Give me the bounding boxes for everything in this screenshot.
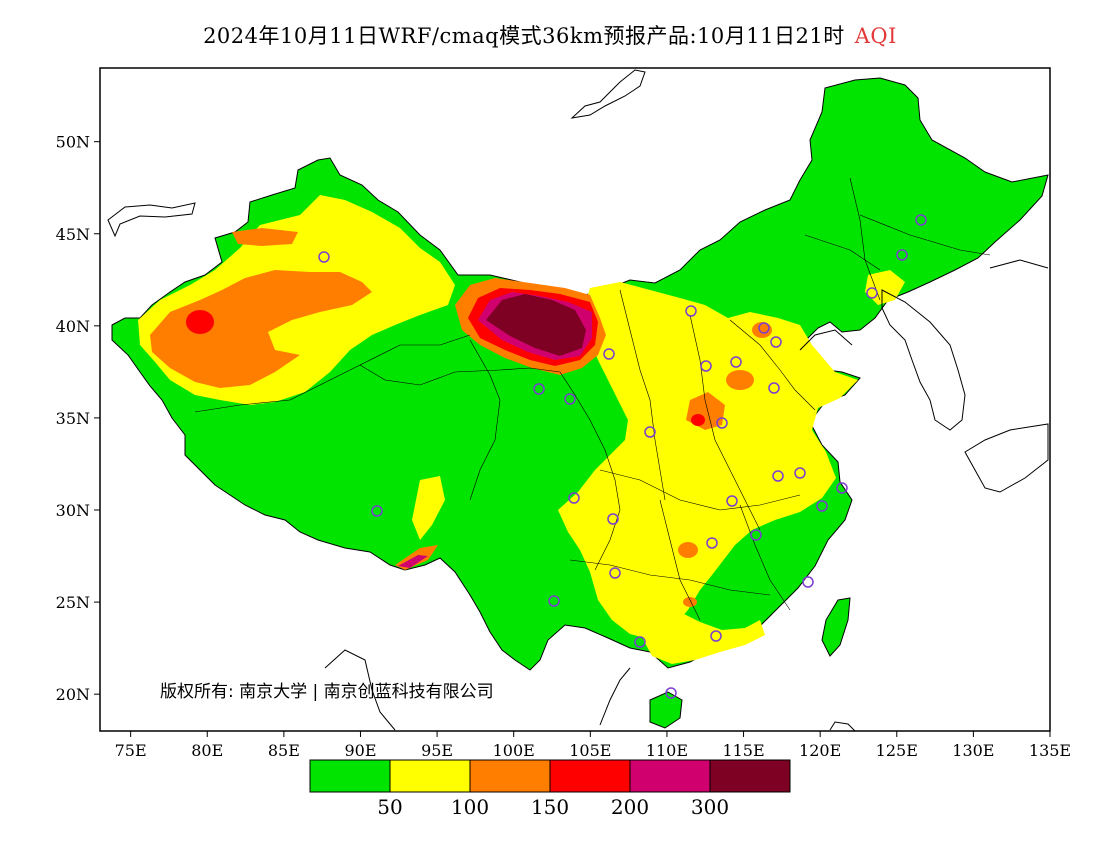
station-marker (634, 636, 646, 648)
legend-label: 150 (531, 795, 569, 819)
taiwan-island (821, 597, 851, 657)
legend-swatch (469, 759, 551, 793)
station-marker (866, 287, 878, 299)
station-marker (607, 513, 619, 525)
station-marker (768, 382, 780, 394)
station-marker (371, 505, 383, 517)
station-marker (706, 537, 718, 549)
station-marker (564, 393, 576, 405)
lat-tick-label: 20N (56, 685, 90, 704)
station-marker (758, 322, 770, 334)
aqi-zone-orange-north-xinjiang (232, 228, 298, 246)
station-marker (533, 383, 545, 395)
station-marker (816, 500, 828, 512)
station-marker (318, 251, 330, 263)
aqi-hotspot-red-central (691, 414, 705, 426)
station-marker (548, 595, 560, 607)
province-borders (194, 177, 991, 621)
aqi-zone-yellow-south (638, 612, 765, 664)
station-marker (836, 482, 848, 494)
title-text: 2024年10月11日WRF/cmaq模式36km预报产品:10月11日21时 (203, 24, 845, 48)
station-marker (716, 417, 728, 429)
aqi-zone-orange-guangxi (683, 597, 697, 607)
hainan-island (649, 691, 683, 729)
lat-tick-label: 45N (56, 225, 90, 244)
station-marker (644, 426, 656, 438)
lon-tick-label: 105E (569, 741, 611, 760)
lat-tick-label: 35N (56, 409, 90, 428)
copyright-text: 版权所有: 南京大学 | 南京创蓝科技有限公司 (160, 682, 494, 702)
aqi-zone-orange-hunan (678, 542, 698, 558)
legend-label: 300 (691, 795, 729, 819)
lon-tick-label: 90E (344, 741, 376, 760)
foreign-coastlines (107, 69, 1049, 731)
aqi-zone-yellow-tibet (412, 476, 445, 540)
legend-swatch (309, 759, 391, 793)
station-marker (915, 214, 927, 226)
legend-swatch (629, 759, 711, 793)
station-marker (896, 249, 908, 261)
station-marker (730, 356, 742, 368)
lat-tick-label: 50N (56, 133, 90, 152)
map-frame (99, 67, 1051, 732)
station-marker (700, 360, 712, 372)
lon-tick-label: 75E (115, 741, 147, 760)
aqi-zone-orange-west (150, 270, 372, 388)
station-marker (772, 470, 784, 482)
page-title: 2024年10月11日WRF/cmaq模式36km预报产品:10月11日21时 A… (0, 20, 1100, 50)
lon-tick-label: 110E (646, 741, 688, 760)
station-marker (568, 492, 580, 504)
aqi-hotspot-red-kashgar (186, 310, 214, 334)
lon-tick-label: 115E (722, 741, 764, 760)
legend-label: 50 (377, 795, 402, 819)
lat-tick-label: 30N (56, 501, 90, 520)
station-marker (685, 305, 697, 317)
map-content: 版权所有: 南京大学 | 南京创蓝科技有限公司 (107, 69, 1049, 731)
lon-tick-label: 100E (493, 741, 535, 760)
station-marker (770, 336, 782, 348)
aqi-color-legend: 50 100 150 200 300 (309, 759, 791, 819)
station-marker (750, 529, 762, 541)
station-marker (603, 348, 615, 360)
lat-tick-label: 40N (56, 317, 90, 336)
station-marker (710, 630, 722, 642)
station-marker (794, 467, 806, 479)
lon-tick-label: 135E (1029, 741, 1071, 760)
aqi-zone-orange-hebei (726, 370, 754, 390)
aqi-zone-maroon-alxa (486, 294, 586, 356)
station-marker (609, 567, 621, 579)
lat-tick-label: 25N (56, 593, 90, 612)
lon-tick-label: 95E (421, 741, 453, 760)
station-marker (726, 495, 738, 507)
lon-tick-label: 130E (952, 741, 994, 760)
lon-tick-label: 125E (876, 741, 918, 760)
lon-tick-label: 80E (191, 741, 223, 760)
aqi-hotspot-purple-tibet-south (398, 555, 428, 568)
legend-label: 100 (451, 795, 489, 819)
legend-swatch (709, 759, 791, 793)
station-marker (665, 687, 677, 699)
station-markers (318, 214, 927, 699)
latitude-axis: 20N 25N 30N 35N 40N 45N 50N (56, 133, 100, 704)
legend-swatch (549, 759, 631, 793)
lon-tick-label: 120E (799, 741, 841, 760)
aqi-zone-orange-beijing (752, 322, 772, 338)
legend-label: 200 (611, 795, 649, 819)
station-marker (802, 576, 814, 588)
longitude-axis: 75E 80E 85E 90E 95E 100E 105E 110E 115E 120E 125E 1… (115, 731, 1071, 760)
legend-swatch (389, 759, 471, 793)
title-aqi: AQI (854, 24, 897, 48)
aqi-zone-yellow-central (558, 282, 858, 640)
lon-tick-label: 85E (268, 741, 300, 760)
